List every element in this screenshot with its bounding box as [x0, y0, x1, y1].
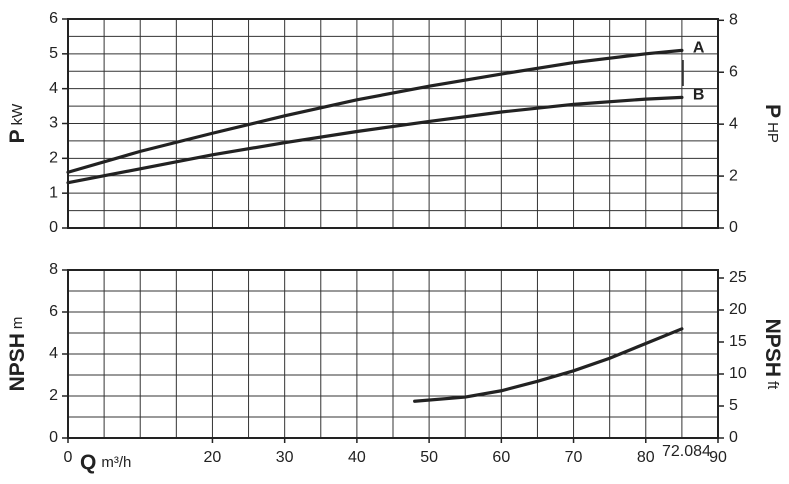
y2-tick-label: 10 — [729, 365, 747, 382]
y2-tick-label: 20 — [729, 301, 747, 318]
y-tick-label: 5 — [49, 45, 58, 62]
y-tick-label: 8 — [49, 261, 58, 278]
y-tick-label: 2 — [49, 150, 58, 167]
x-tick-label: 20 — [204, 449, 222, 466]
y-tick-label: 1 — [49, 184, 58, 201]
y2-tick-label: 6 — [729, 63, 738, 80]
annotation: 72.084 — [662, 443, 711, 460]
axis-label: P HP — [761, 104, 784, 143]
y2-tick-label: 0 — [729, 219, 738, 236]
axis-label-unit: HP — [764, 122, 781, 143]
axis-label-symbol: P — [761, 104, 784, 118]
y-tick-label: 6 — [49, 10, 58, 27]
y2-tick-label: 25 — [729, 269, 747, 286]
y-tick-label: 0 — [49, 219, 58, 236]
axis-label: NPSH ft — [761, 319, 784, 391]
x-tick-label: 70 — [565, 449, 583, 466]
x-tick-label: 0 — [64, 449, 73, 466]
y-tick-label: 0 — [49, 429, 58, 446]
x-tick-label: 60 — [492, 449, 510, 466]
x-tick-label: 50 — [420, 449, 438, 466]
axis-label: NPSH m — [6, 317, 29, 392]
axis-label-unit: m — [9, 317, 26, 330]
axis-label-unit: m³/h — [101, 454, 131, 471]
curve — [413, 327, 684, 403]
x-tick-label: 90 — [709, 449, 727, 466]
y-tick-label: 2 — [49, 387, 58, 404]
axis-label-symbol: P — [6, 129, 29, 143]
x-tick-label: 40 — [348, 449, 366, 466]
y2-tick-label: 4 — [729, 115, 738, 132]
curve — [66, 48, 684, 174]
y2-tick-label: 5 — [729, 397, 738, 414]
series-label: A — [693, 40, 705, 57]
y2-tick-label: 0 — [729, 429, 738, 446]
y2-tick-label: 15 — [729, 333, 747, 350]
y2-tick-label: 8 — [729, 12, 738, 29]
y-tick-label: 4 — [49, 345, 58, 362]
y-tick-label: 3 — [49, 115, 58, 132]
axis-label-symbol: NPSH — [761, 319, 784, 377]
axis-label-unit: kW — [9, 103, 26, 126]
axis-label-symbol: NPSH — [6, 333, 29, 391]
y-tick-label: 4 — [49, 80, 58, 97]
axis-label-symbol: Q — [80, 451, 96, 474]
axis-label: PkW — [6, 103, 29, 144]
y-tick-label: 6 — [49, 303, 58, 320]
curve — [66, 95, 684, 185]
axis-label-unit: ft — [764, 381, 781, 390]
x-tick-label: 30 — [276, 449, 294, 466]
x-tick-label: 80 — [637, 449, 655, 466]
series-label: B — [693, 87, 705, 104]
y2-tick-label: 2 — [729, 167, 738, 184]
